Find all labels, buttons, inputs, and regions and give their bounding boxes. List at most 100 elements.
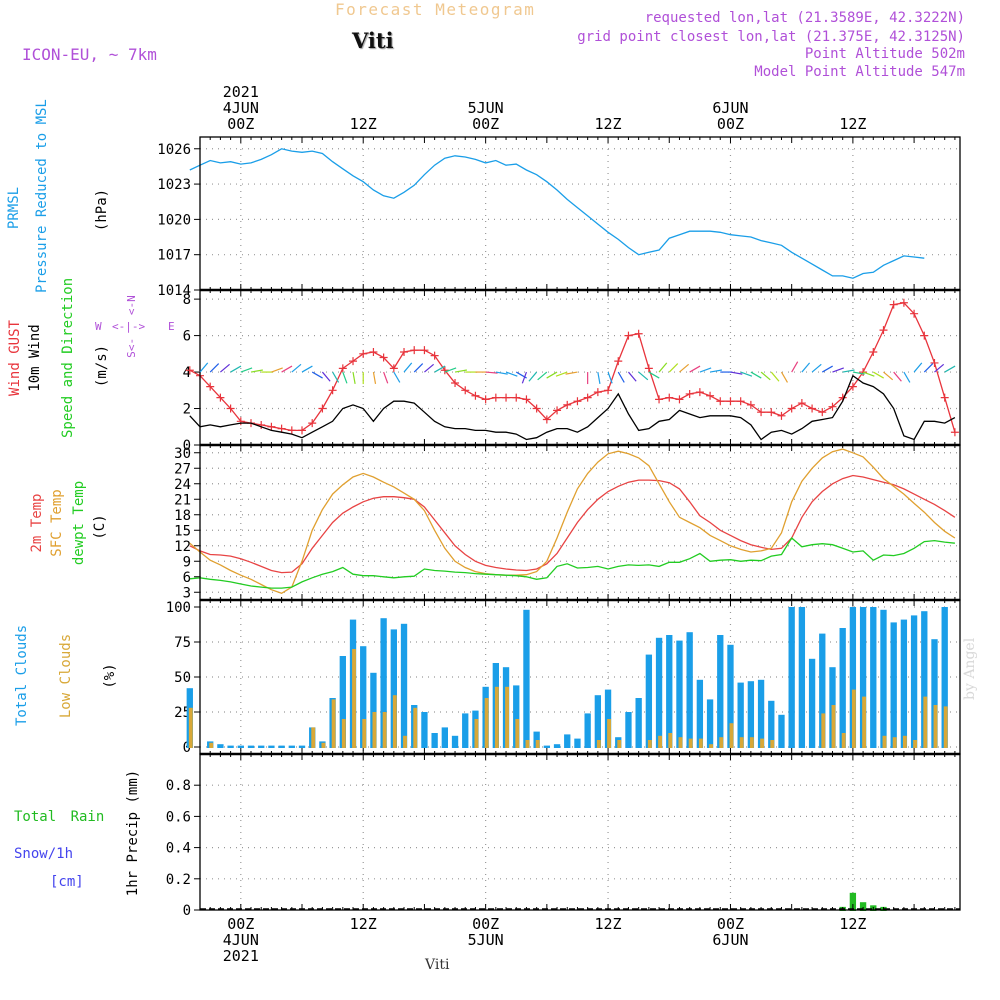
wind-direction-arrow xyxy=(495,371,508,375)
low-cloud-bar xyxy=(821,713,826,748)
gust-marker xyxy=(400,348,409,356)
rain-bar xyxy=(849,892,857,911)
wind-direction-arrow xyxy=(413,363,424,373)
gust-marker xyxy=(777,411,786,420)
total-cloud-bar xyxy=(298,745,306,748)
wind-direction-arrow xyxy=(528,371,538,382)
wind-direction-arrow xyxy=(444,367,457,373)
wind-direction-arrow xyxy=(934,363,945,373)
y-tick-label: 8 xyxy=(183,292,191,308)
wind-direction-arrow xyxy=(689,365,701,373)
gust-marker xyxy=(746,400,755,409)
low-cloud-bar xyxy=(902,735,907,748)
gust-marker xyxy=(349,357,358,366)
gust-marker xyxy=(879,326,888,335)
low-cloud-bar xyxy=(596,740,601,748)
gust-marker xyxy=(267,422,276,431)
panel-frame xyxy=(199,136,961,291)
gust-marker xyxy=(257,420,266,429)
low-cloud-bar xyxy=(188,707,193,748)
wind-direction-arrow xyxy=(944,365,956,373)
wind-direction-arrow xyxy=(607,371,613,384)
wind-direction-arrow xyxy=(923,363,934,373)
y-tick-label: 24 xyxy=(174,477,191,493)
total-cloud-bar xyxy=(400,623,408,748)
low-cloud-bar xyxy=(913,740,918,748)
gust-marker xyxy=(736,397,745,406)
compass-east: E xyxy=(168,320,175,333)
total-cloud-bar xyxy=(706,699,714,748)
wind-direction-arrow xyxy=(648,371,660,379)
total-cloud-bar xyxy=(900,619,908,748)
gust-marker xyxy=(563,400,572,409)
total-cloud-bar xyxy=(360,646,367,748)
total-cloud-bar xyxy=(686,632,693,748)
low-cloud-bar xyxy=(362,719,367,748)
gust-marker xyxy=(471,391,480,400)
wind-direction-arrow xyxy=(760,371,771,381)
gust-marker xyxy=(624,331,633,340)
low-cloud-bar xyxy=(770,740,775,748)
wind-direction-arrow xyxy=(883,371,894,381)
gust-marker xyxy=(869,348,878,356)
y-tick-label: 1026 xyxy=(157,142,191,158)
series-wind-gust xyxy=(189,302,956,433)
low-cloud-bar xyxy=(851,689,856,748)
low-cloud-bar xyxy=(474,719,479,748)
gust-marker xyxy=(328,386,337,395)
wind-direction-arrow xyxy=(740,371,753,377)
panel-precipitation: 0 0.2 0.4 0.6 0.8 xyxy=(166,753,961,919)
low-cloud-bar xyxy=(658,735,662,748)
point-altitude: Point Altitude 502m xyxy=(804,46,965,62)
low-cloud-bar xyxy=(331,699,336,748)
total-cloud-bar xyxy=(604,689,612,748)
total-cloud-bar xyxy=(237,745,244,748)
gust-marker xyxy=(553,406,562,415)
compass-west: W xyxy=(95,320,102,333)
total-cloud-bar xyxy=(278,745,285,748)
wind-direction-arrow xyxy=(862,371,875,377)
gust-marker xyxy=(655,395,664,404)
y-tick-label: 1017 xyxy=(157,248,191,264)
low-cloud-bar xyxy=(709,744,714,748)
gust-marker xyxy=(859,368,868,377)
wind-direction-arrow xyxy=(454,369,467,373)
wind-direction-arrow xyxy=(638,371,649,381)
gust-marker xyxy=(491,393,500,402)
top-time-label: 00Z xyxy=(227,115,254,133)
total-cloud-bar xyxy=(788,607,795,748)
wind-direction-arrow xyxy=(617,371,625,383)
total-cloud-bar xyxy=(533,731,540,748)
total-cloud-bar xyxy=(870,607,877,748)
y-tick-label: 15 xyxy=(174,523,191,539)
series-dewpt-temp xyxy=(189,537,955,589)
total-cloud-bar xyxy=(645,654,653,748)
rain-bar xyxy=(859,902,867,911)
bottom-time-label: 00Z xyxy=(717,915,744,933)
wind-direction-arrow xyxy=(505,371,518,377)
wind-direction-arrow xyxy=(811,363,822,373)
y-tick-label: 30 xyxy=(174,446,191,462)
wind-direction-arrow xyxy=(271,367,283,373)
gust-marker xyxy=(379,353,388,362)
y-tick-label: 1014 xyxy=(157,283,191,299)
gust-marker xyxy=(828,402,837,411)
gust-marker xyxy=(604,386,613,395)
low-cloud-bar xyxy=(525,740,530,748)
bottom-time-label: 4JUN xyxy=(223,931,259,949)
low-cloud-bar xyxy=(719,737,724,748)
low-cloud-bar xyxy=(352,649,356,748)
gust-marker xyxy=(808,404,817,413)
low-cloud-bar xyxy=(392,695,397,748)
top-time-label: 00Z xyxy=(717,115,744,133)
total-cloud-bar xyxy=(268,745,275,748)
wind-direction-arrow xyxy=(321,371,331,382)
wind-direction-arrow xyxy=(832,367,844,373)
top-time-label: 12Z xyxy=(350,115,377,133)
y-tick-label: 0.2 xyxy=(166,872,191,888)
low-cloud-bar xyxy=(688,738,693,748)
y-tick-label: 0.8 xyxy=(166,778,191,794)
gust-marker xyxy=(797,399,806,408)
